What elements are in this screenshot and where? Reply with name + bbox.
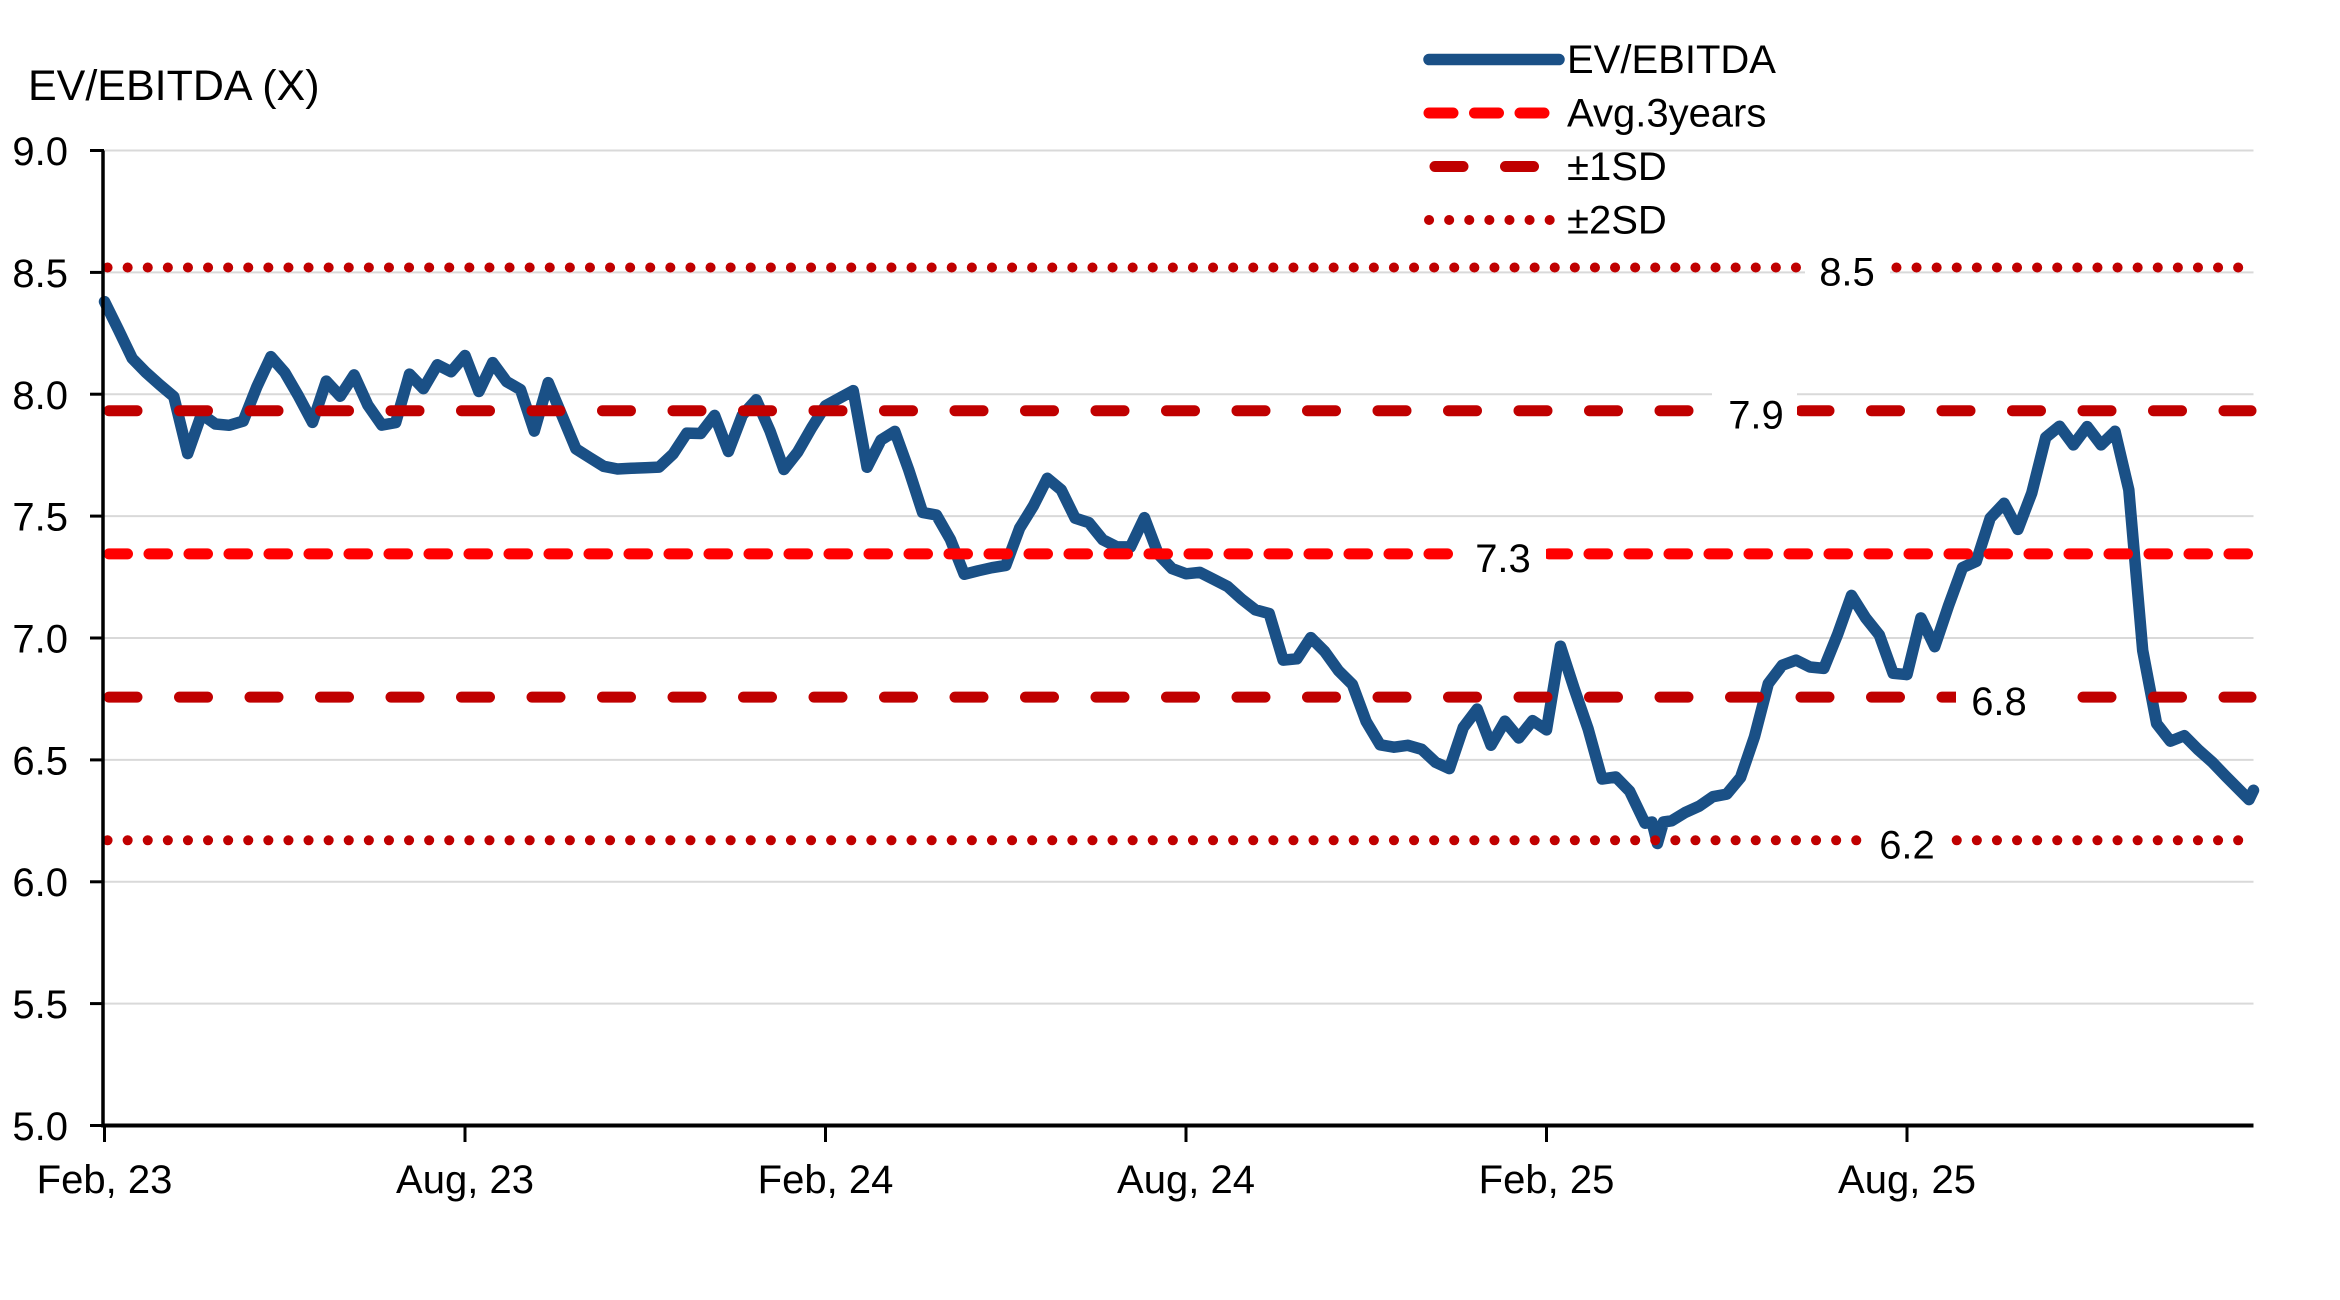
svg-text:6.0: 6.0 <box>12 861 68 905</box>
svg-text:5.0: 5.0 <box>12 1105 68 1149</box>
svg-text:8.5: 8.5 <box>1819 251 1875 295</box>
svg-text:8.5: 8.5 <box>12 252 68 296</box>
svg-text:5.5: 5.5 <box>12 983 68 1027</box>
svg-text:6.8: 6.8 <box>1971 680 2027 724</box>
svg-text:EV/EBITDA: EV/EBITDA <box>1567 38 1776 82</box>
svg-text:Aug, 25: Aug, 25 <box>1838 1158 1976 1202</box>
svg-text:7.9: 7.9 <box>1728 394 1784 438</box>
svg-text:9.0: 9.0 <box>12 130 68 174</box>
svg-text:Feb, 24: Feb, 24 <box>758 1158 894 1202</box>
svg-text:Feb, 25: Feb, 25 <box>1479 1158 1615 1202</box>
svg-text:6.2: 6.2 <box>1879 823 1935 867</box>
svg-text:8.0: 8.0 <box>12 374 68 418</box>
svg-text:±2SD: ±2SD <box>1567 199 1667 243</box>
svg-text:Aug, 24: Aug, 24 <box>1117 1158 1255 1202</box>
svg-text:EV/EBITDA (X): EV/EBITDA (X) <box>28 62 320 110</box>
svg-text:7.0: 7.0 <box>12 618 68 662</box>
svg-text:7.3: 7.3 <box>1475 537 1531 581</box>
svg-text:6.5: 6.5 <box>12 739 68 783</box>
svg-text:Aug, 23: Aug, 23 <box>396 1158 534 1202</box>
svg-text:Feb, 23: Feb, 23 <box>37 1158 173 1202</box>
svg-text:±1SD: ±1SD <box>1567 145 1667 189</box>
svg-text:Avg.3years: Avg.3years <box>1567 92 1766 136</box>
svg-text:7.5: 7.5 <box>12 496 68 540</box>
